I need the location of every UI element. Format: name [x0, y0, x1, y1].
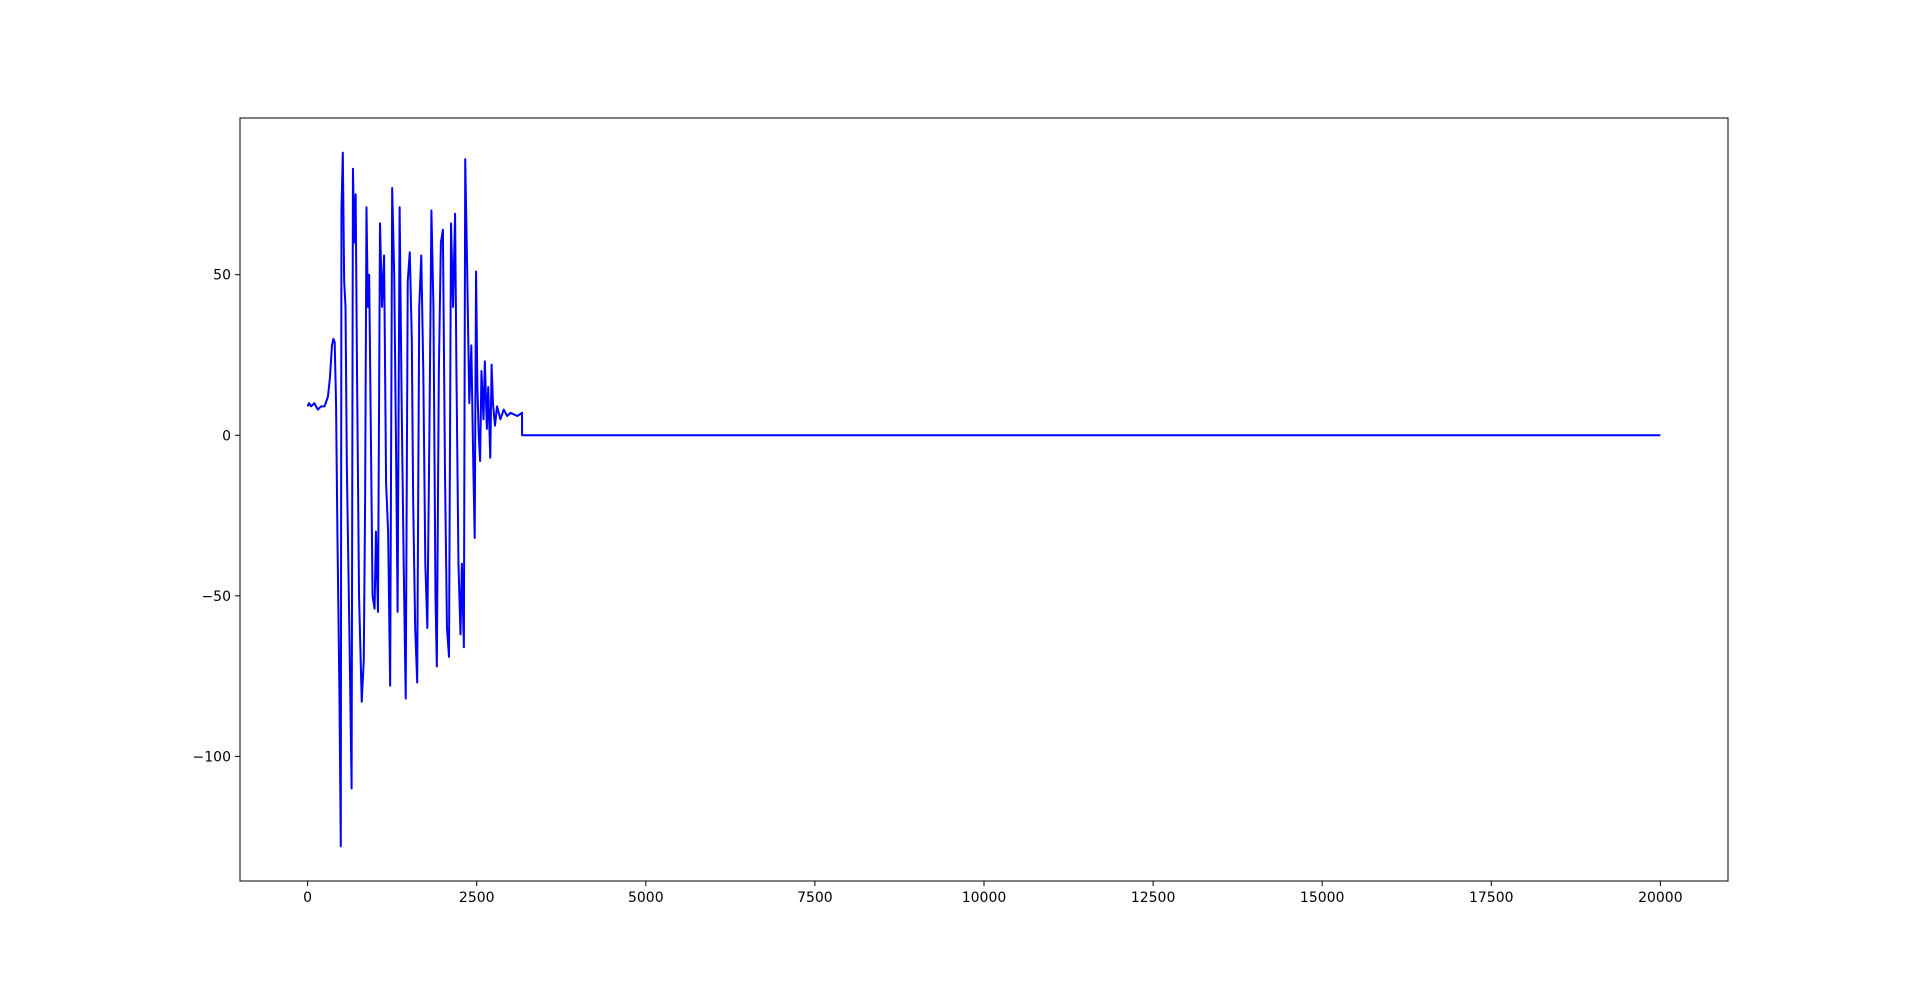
x-tick-label: 15000 — [1300, 890, 1345, 906]
x-tick-label: 20000 — [1638, 890, 1683, 906]
y-tick-label: −50 — [201, 589, 231, 605]
axes-frame — [239, 117, 1729, 882]
y-tick-label: 0 — [222, 428, 231, 444]
x-tick-label: 12500 — [1131, 890, 1176, 906]
x-tick-label: 10000 — [962, 890, 1007, 906]
data-line — [306, 151, 1661, 848]
x-tick-label: 7500 — [797, 890, 833, 906]
x-tick-label: 0 — [303, 890, 312, 906]
y-tick-label: −100 — [193, 749, 231, 765]
x-tick-label: 5000 — [628, 890, 664, 906]
x-tick-label: 2500 — [459, 890, 495, 906]
x-tick-label: 17500 — [1469, 890, 1514, 906]
y-tick-label: 50 — [213, 268, 231, 284]
